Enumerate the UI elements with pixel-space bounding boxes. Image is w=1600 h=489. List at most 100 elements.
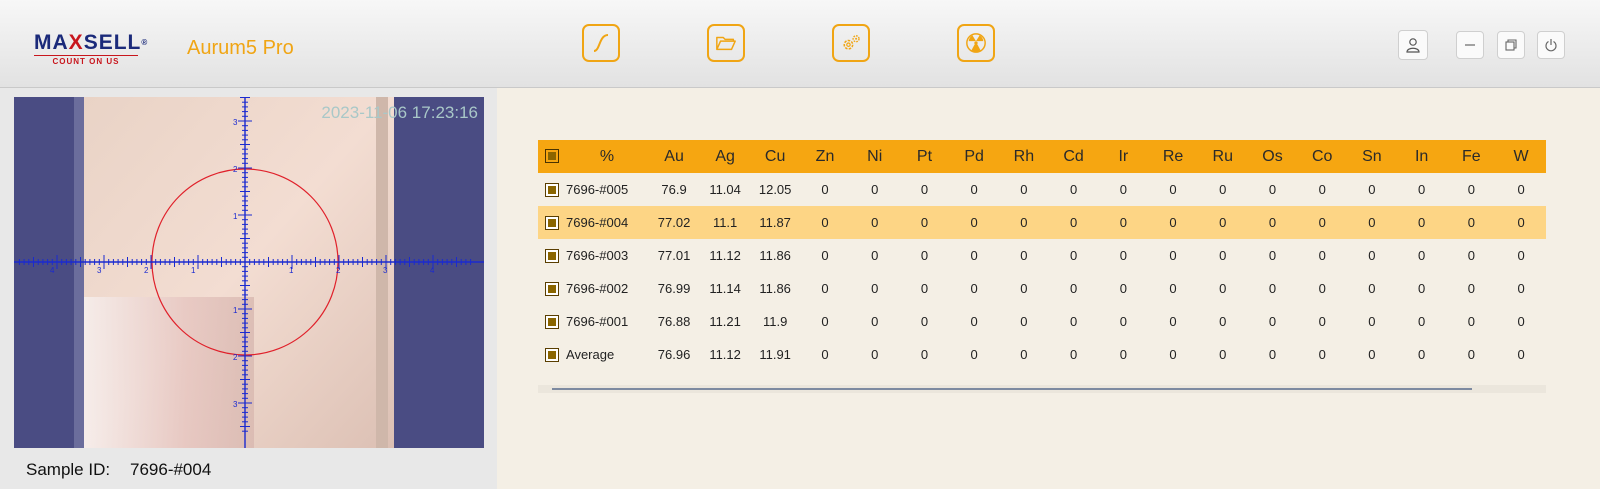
table-row[interactable]: 7696-#003 77.01 11.12 11.86 0 0 0 0 0 0 0 0 0 0 0 0 0 0 0 (538, 239, 1546, 272)
table-row[interactable]: Average 76.96 11.12 11.91 0 0 0 0 0 0 0 0 0 0 0 0 0 0 0 (538, 338, 1546, 371)
value-cell-in: 0 (1396, 206, 1447, 239)
value-cell-pd: 0 (949, 206, 1000, 239)
minimize-icon (1465, 44, 1475, 46)
value-cell-w: 0 (1517, 248, 1525, 263)
restore-button[interactable] (1497, 31, 1525, 59)
value-cell-pt: 0 (920, 182, 929, 197)
table-body: 7696-#005 76.9 11.04 12.05 0 0 0 0 0 0 0 0 0 0 0 0 0 0 0 76… (538, 173, 1546, 371)
row-checkbox-cell[interactable] (538, 206, 567, 239)
maxsell-logo: MAXSELL® COUNT ON US (34, 32, 148, 66)
value-cell-ag: 11.12 (709, 248, 741, 263)
value-cell-w: 0 (1517, 347, 1525, 362)
column-header-os: Os (1247, 140, 1298, 173)
table-row[interactable]: 7696-#002 76.99 11.14 11.86 0 0 0 0 0 0 0 0 0 0 0 0 0 0 0 (538, 272, 1546, 305)
row-checkbox[interactable] (545, 216, 559, 231)
camera-view: 1 1 1 1 2 2 2 2 3 3 3 3 4 4 2023-11-06 17:23:16 (14, 97, 484, 448)
value-cell-zn: 0 (821, 281, 829, 296)
value-cell-cu: 11.86 (759, 281, 791, 296)
value-cell-cd: 0 (1069, 182, 1078, 197)
sample-id-value: 7696-#004 (130, 460, 212, 479)
scale-label: 3 (233, 118, 238, 127)
row-checkbox-cell[interactable] (538, 338, 566, 371)
value-cell-sn: 0 (1347, 206, 1397, 239)
settings-icon (843, 35, 860, 50)
scrollbar-thumb[interactable] (552, 388, 1472, 390)
value-cell-cu: 12.05 (758, 182, 792, 197)
column-header-rh: Rh (999, 140, 1049, 173)
row-checkbox-cell[interactable] (538, 272, 566, 305)
scale-label: 1 (289, 266, 294, 275)
value-cell-in: 0 (1418, 182, 1426, 197)
sample-name-cell: Average (566, 347, 615, 362)
open-folder-button[interactable] (707, 24, 745, 62)
row-checkbox[interactable] (545, 348, 559, 363)
value-cell-pd: 0 (970, 347, 978, 362)
minimize-button[interactable] (1456, 31, 1484, 59)
horizontal-scrollbar[interactable] (538, 385, 1546, 393)
value-cell-sn: 0 (1368, 182, 1376, 197)
column-header-w: W (1496, 140, 1546, 173)
value-cell-cd: 0 (1069, 248, 1078, 263)
scale-label: 1 (233, 212, 238, 221)
value-cell-ru: 0 (1219, 314, 1227, 329)
value-cell-ag: 11.14 (709, 281, 741, 296)
radiation-button[interactable] (957, 24, 995, 62)
value-cell-rh: 0 (1020, 314, 1028, 329)
value-cell-fe: 0 (1446, 206, 1497, 239)
select-all-checkbox-cell[interactable] (538, 140, 567, 173)
value-cell-pd: 0 (970, 182, 978, 197)
table-row[interactable]: 7696-#004 77.02 11.1 11.87 0 0 0 0 0 0 0 0 0 0 0 0 0 0 0 (538, 206, 1546, 239)
row-checkbox-cell[interactable] (538, 173, 566, 206)
row-checkbox-cell[interactable] (538, 239, 566, 272)
column-header-ir: Ir (1098, 140, 1149, 173)
value-cell-ni: 0 (871, 347, 879, 362)
value-cell-cu: 11.87 (750, 206, 801, 239)
value-cell-fe: 0 (1467, 314, 1475, 329)
row-checkbox[interactable] (545, 249, 559, 264)
value-cell-os: 0 (1247, 206, 1298, 239)
row-checkbox[interactable] (545, 183, 559, 198)
value-cell-cu: 11.9 (762, 314, 788, 329)
settings-button[interactable] (832, 24, 870, 62)
value-cell-au: 76.96 (657, 347, 691, 362)
sample-name-cell: 7696-#001 (566, 314, 629, 329)
scale-label: 2 (144, 266, 149, 275)
camera-image: 1 1 1 1 2 2 2 2 3 3 3 3 4 4 (14, 97, 484, 448)
sample-id-label: Sample ID: (26, 460, 111, 479)
scale-label: 3 (383, 266, 388, 275)
column-header-sn: Sn (1347, 140, 1397, 173)
scale-label: 4 (50, 266, 55, 275)
table-row[interactable]: 7696-#001 76.88 11.21 11.9 0 0 0 0 0 0 0 0 0 0 0 0 0 0 0 (538, 305, 1546, 338)
value-cell-co: 0 (1297, 206, 1348, 239)
row-checkbox[interactable] (545, 315, 559, 330)
value-cell-rh: 0 (999, 206, 1049, 239)
scale-label: 1 (233, 306, 238, 315)
value-cell-au: 77.02 (648, 206, 701, 239)
value-cell-ni: 0 (871, 314, 879, 329)
value-cell-zn: 0 (821, 248, 829, 263)
table-row[interactable]: 7696-#005 76.9 11.04 12.05 0 0 0 0 0 0 0 0 0 0 0 0 0 0 0 (538, 173, 1546, 206)
scale-label: 3 (233, 400, 238, 409)
value-cell-sn: 0 (1368, 347, 1376, 362)
value-cell-os: 0 (1268, 182, 1277, 197)
user-button[interactable] (1398, 30, 1428, 60)
row-checkbox[interactable] (545, 282, 559, 297)
value-cell-ru: 0 (1219, 347, 1227, 362)
scale-label: 2 (233, 353, 238, 362)
row-checkbox-cell[interactable] (538, 305, 566, 338)
value-cell-ru: 0 (1197, 206, 1248, 239)
analysis-curve-button[interactable] (582, 24, 620, 62)
curve-icon (593, 34, 609, 52)
value-cell-ir: 0 (1119, 347, 1127, 362)
app-title: Aurum5 Pro (187, 37, 294, 59)
value-cell-fe: 0 (1467, 281, 1475, 296)
scale-label: 2 (336, 266, 341, 275)
column-header-fe: Fe (1446, 140, 1497, 173)
power-button[interactable] (1537, 31, 1565, 59)
select-all-checkbox[interactable] (545, 149, 559, 164)
value-cell-re: 0 (1169, 182, 1177, 197)
app-header: MAXSELL® COUNT ON US Aurum5 Pro (0, 0, 1600, 88)
value-cell-cu: 11.86 (759, 248, 791, 263)
results-table: % Au Ag Cu Zn Ni Pt Pd Rh Cd Ir Re Ru Os Co Sn In Fe W 769… (538, 140, 1546, 371)
power-icon (1545, 39, 1557, 52)
